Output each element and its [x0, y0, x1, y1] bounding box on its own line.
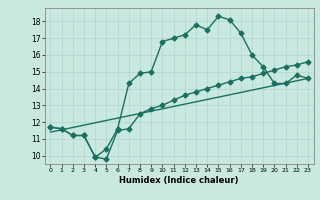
X-axis label: Humidex (Indice chaleur): Humidex (Indice chaleur)	[119, 176, 239, 185]
